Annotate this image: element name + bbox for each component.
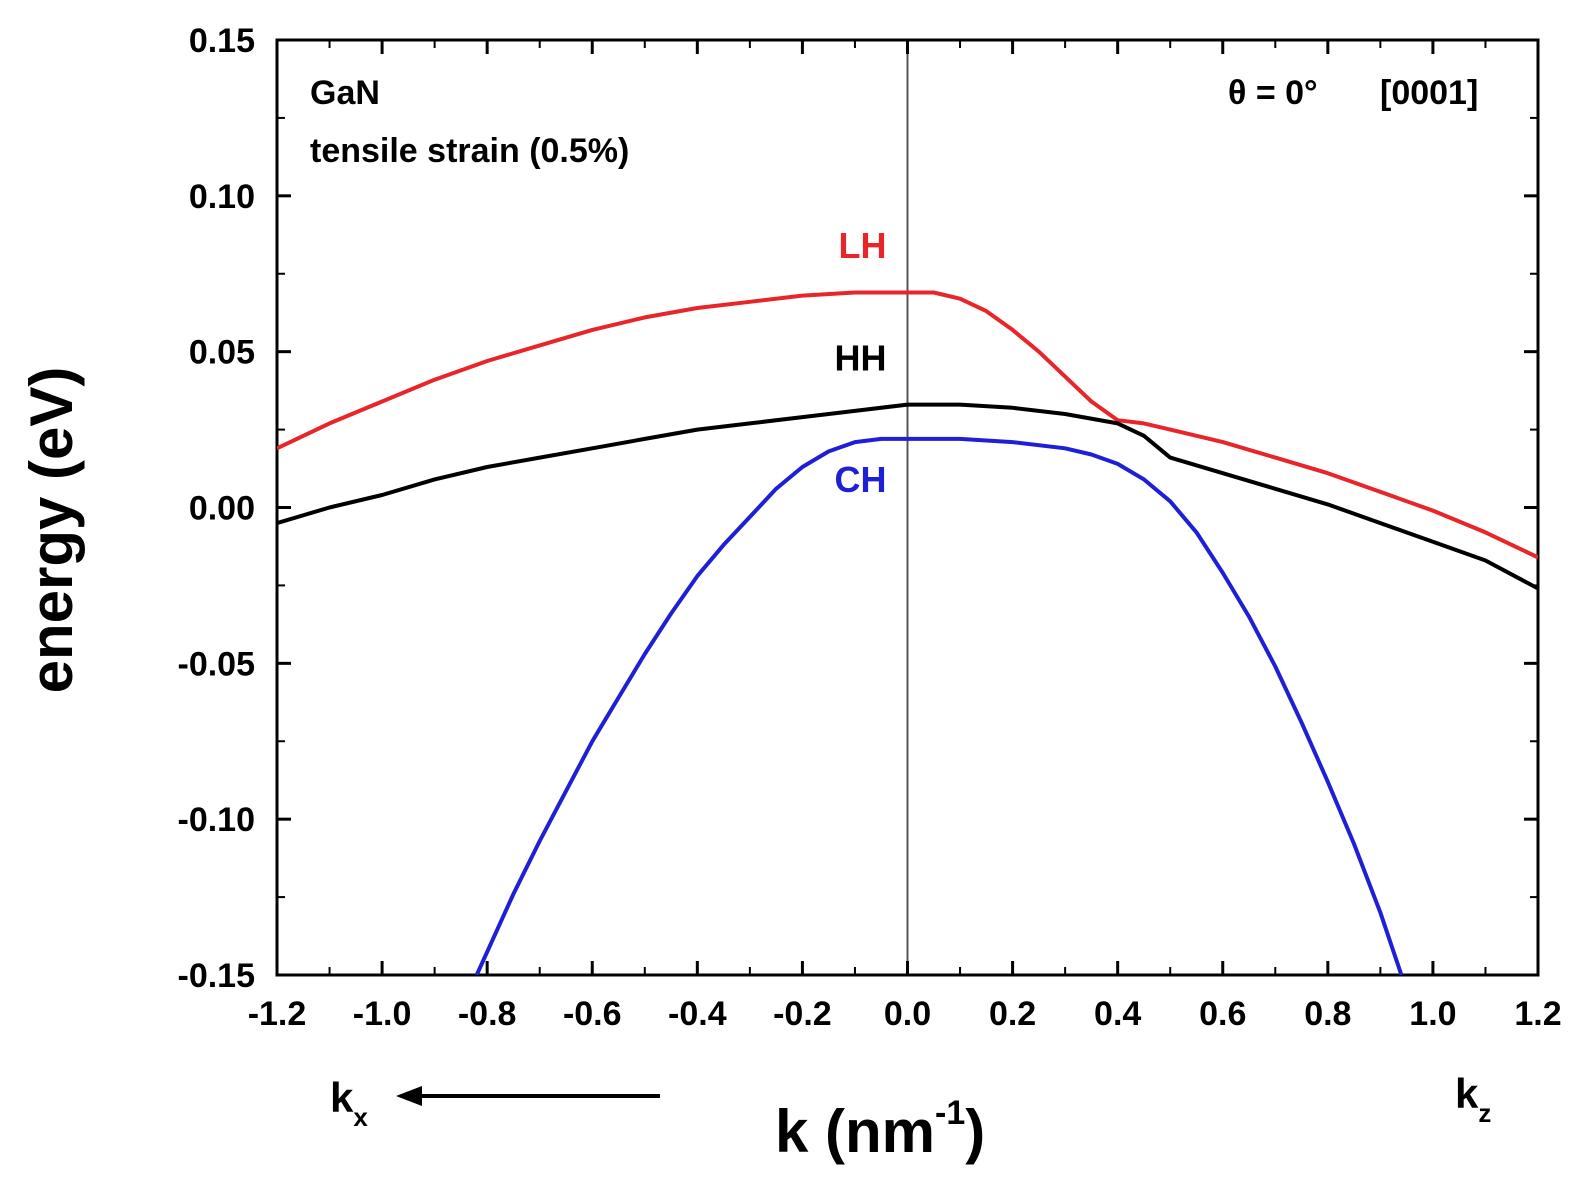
x-tick-label: -0.6 [563,995,622,1033]
y-axis-title: energy (eV) [18,367,85,694]
y-tick-label: 0.10 [189,178,255,216]
y-tick-label: 0.15 [189,22,255,60]
y-tick-label: -0.10 [178,801,256,839]
annotation-angle: θ = 0° [1228,74,1318,112]
labels-layer: LH HH CH [834,225,886,500]
x-tick-label: 0.4 [1094,995,1141,1033]
x-axis-title-main: k (nm [775,1098,935,1165]
kz-label-sub: z [1478,1098,1491,1128]
x-tick-label: 0.8 [1304,995,1351,1033]
series-layer [277,290,1538,975]
x-axis-title-sup: -1 [935,1094,965,1132]
y-tick-label: -0.05 [178,645,256,683]
x-tick-label: 0.2 [989,995,1036,1033]
y-tick-label: 0.05 [189,334,255,372]
x-tick-label: -1.0 [353,995,412,1033]
kz-label: kz [1455,1070,1491,1128]
x-tick-label: 1.0 [1409,995,1456,1033]
series-line-lh [277,290,1538,560]
axes-layer: -1.2 -1.0 -0.8 -0.6 -0.4 -0.2 0.0 0.2 0.4 0.6 0.8 1… [178,22,1562,1033]
x-axis-title: k (nm-1) [775,1094,985,1165]
annotation-strain: tensile strain (0.5%) [310,132,629,170]
curve-label-ch: CH [834,459,886,500]
kz-label-main: k [1455,1070,1479,1117]
kx-label: kx [330,1074,368,1132]
kx-label-main: k [330,1074,354,1121]
x-axis-title-close: ) [965,1098,985,1165]
series-line-hh [277,402,1538,591]
kx-arrow-icon [396,1086,660,1106]
series-line-ch [474,436,1404,975]
kx-label-sub: x [353,1102,368,1132]
x-tick-label: 0.0 [884,995,931,1033]
annotation-material: GaN [310,74,380,112]
x-tick-label: 1.2 [1514,995,1561,1033]
y-tick-label: -0.15 [178,957,256,995]
x-tick-label: -1.2 [248,995,307,1033]
y-tick-label: 0.00 [189,490,255,528]
x-tick-label: -0.8 [458,995,517,1033]
x-tick-label: 0.6 [1199,995,1246,1033]
curve-label-hh: HH [834,337,886,378]
x-tick-label: -0.4 [668,995,727,1033]
curve-label-lh: LH [838,225,886,266]
x-tick-label: -0.2 [773,995,832,1033]
annotation-direction: [0001] [1380,74,1478,112]
